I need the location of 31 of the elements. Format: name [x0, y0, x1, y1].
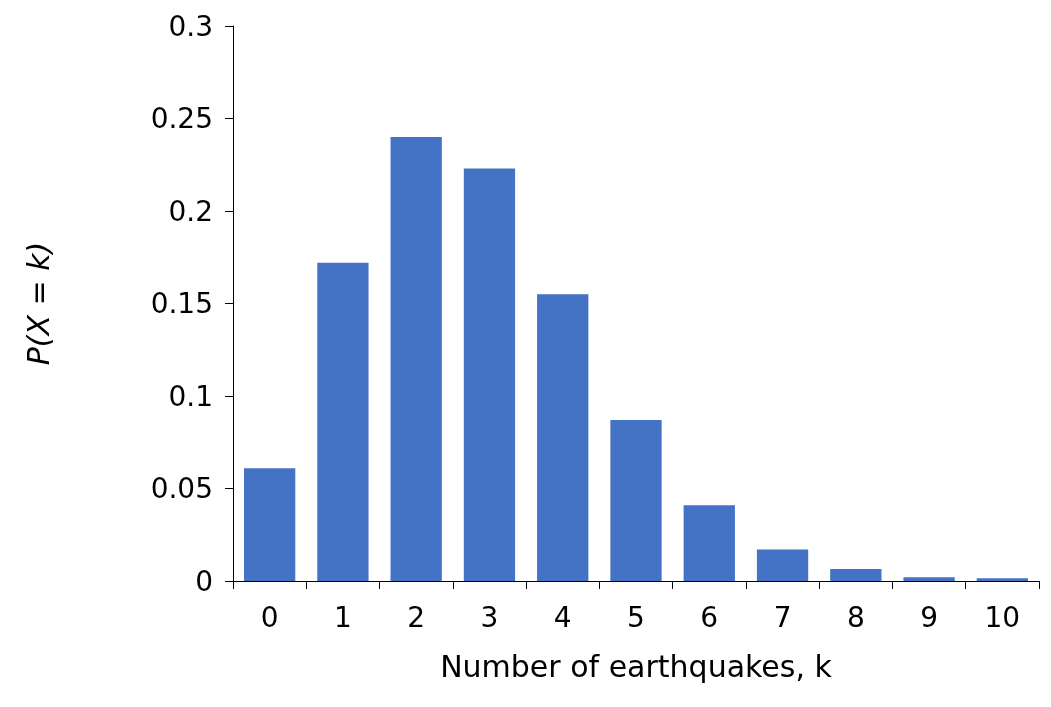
x-tick-label: 2 [407, 600, 426, 634]
bar [903, 577, 955, 581]
x-tick-label: 7 [773, 600, 792, 634]
y-tick-label: 0.1 [168, 379, 213, 413]
y-tick-label: 0.25 [150, 102, 213, 135]
x-tick-label: 3 [480, 600, 499, 634]
y-axis-title: P(X = k) [20, 241, 56, 366]
bar [610, 420, 662, 581]
bar [683, 505, 735, 581]
y-tick-label: 0 [195, 564, 213, 598]
bar [537, 294, 589, 581]
bar [830, 568, 882, 581]
x-tick-label: 8 [846, 600, 865, 634]
y-tick-label: 0.2 [168, 194, 213, 228]
x-tick-label: 10 [984, 600, 1021, 634]
bar [243, 468, 296, 581]
x-tick-label: 6 [700, 600, 719, 634]
x-tick-label: 0 [260, 600, 279, 634]
x-tick-label: 9 [920, 600, 938, 634]
bar [756, 549, 809, 581]
x-tick-label: 1 [334, 600, 352, 634]
x-axis-title: Number of earthquakes, k [440, 648, 833, 684]
bar [976, 578, 1029, 581]
y-tick-label: 0.05 [150, 472, 213, 505]
y-tick-label: 0.15 [150, 287, 213, 320]
bar [390, 137, 442, 581]
x-tick-label: 4 [553, 600, 572, 634]
bar [463, 168, 516, 581]
bar [317, 262, 369, 581]
y-tick-label: 0.3 [168, 9, 213, 43]
x-tick-label: 5 [627, 600, 645, 634]
